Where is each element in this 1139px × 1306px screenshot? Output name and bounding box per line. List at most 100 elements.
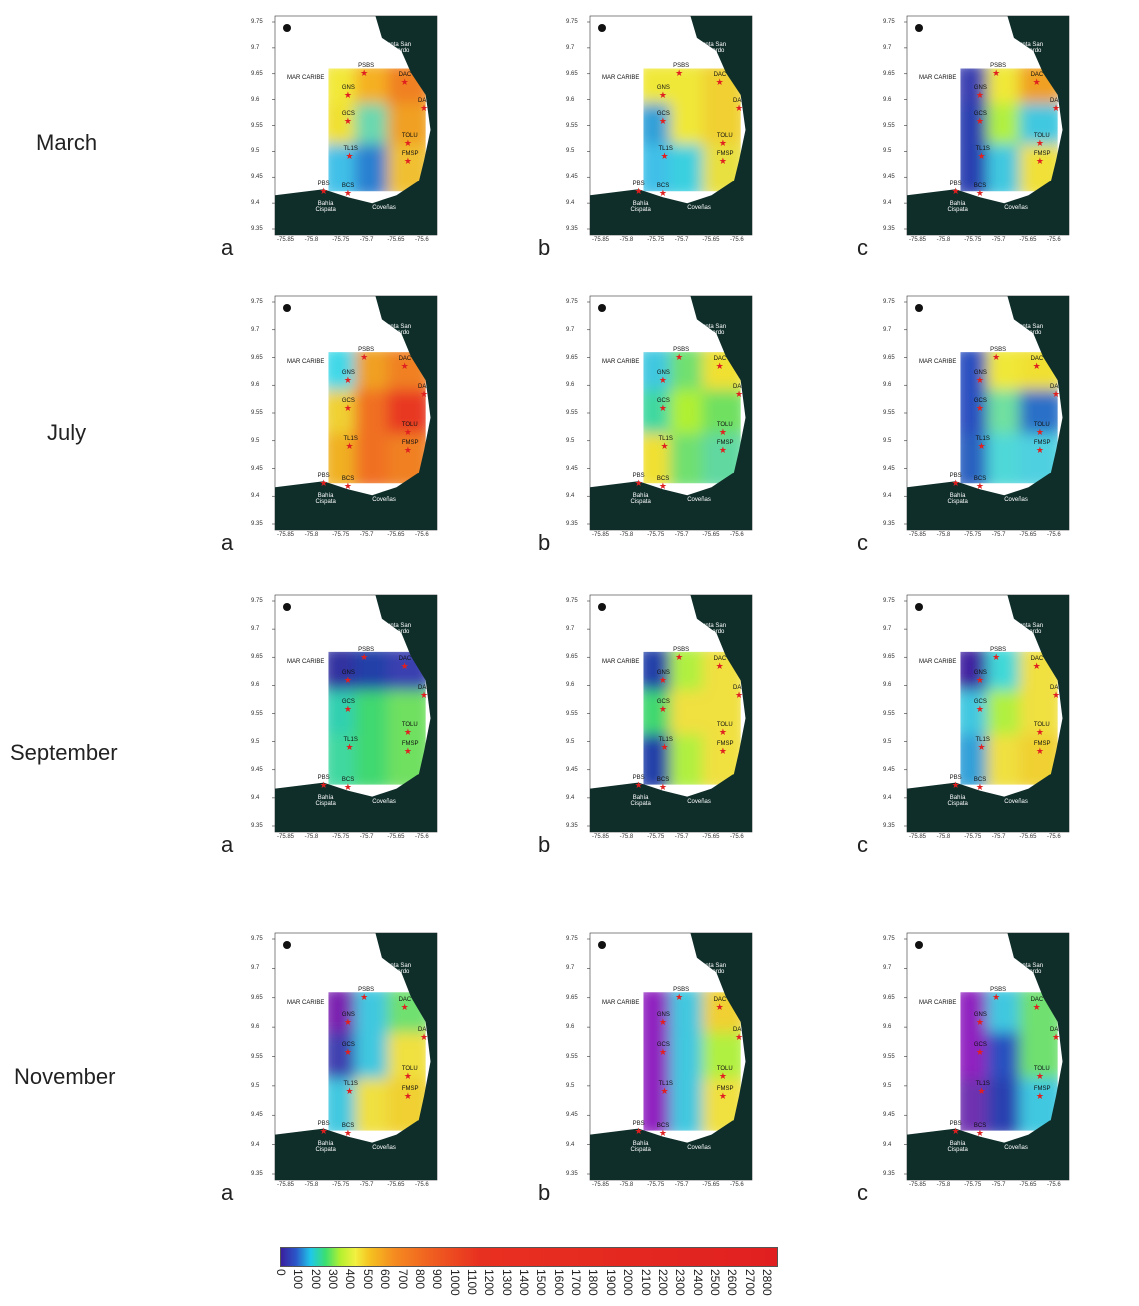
- station-marker: ★: [343, 1128, 352, 1139]
- station-label: TL1S: [658, 736, 673, 743]
- y-tick-label: 9.55: [883, 710, 895, 717]
- station-label: GNS: [341, 1011, 355, 1018]
- station-marker: ★: [977, 151, 986, 162]
- station-label: DAC: [713, 997, 727, 1004]
- station-marker: ★: [1035, 138, 1044, 149]
- town-label: Coveñas: [1004, 497, 1028, 504]
- map-panel: 9.75 9.7 9.65 9.6 9.55 9.5 9.45 9.4 9.35 -75.85 -7…: [877, 925, 1077, 1190]
- sea-label: MAR CARIBE: [919, 999, 957, 1006]
- y-tick-label: 9.6: [566, 382, 575, 389]
- station-label: PSBS: [990, 62, 1007, 69]
- station-marker: ★: [400, 76, 409, 87]
- station-label: BCS: [656, 776, 670, 783]
- bay-label: Bahía Cispata: [315, 794, 336, 807]
- x-tick-label: -75.8: [936, 834, 951, 840]
- station-label: GNS: [973, 370, 987, 377]
- town-label: Coveñas: [687, 205, 711, 212]
- y-tick-label: 9.35: [251, 823, 263, 829]
- colorbar-gradient: [280, 1247, 778, 1267]
- station-marker: ★: [1032, 661, 1041, 672]
- station-marker: ★: [658, 403, 667, 414]
- station-label: FMSP: [1033, 741, 1051, 748]
- eastern-coastline: [375, 595, 437, 785]
- station-label: GCS: [656, 698, 670, 705]
- station-label: BCS: [973, 183, 987, 190]
- y-tick-label: 9.45: [251, 766, 263, 773]
- contour-field: [960, 651, 1058, 785]
- y-tick-label: 9.4: [883, 1141, 892, 1148]
- x-tick-label: -75.7: [674, 834, 689, 840]
- y-tick-label: 9.65: [566, 654, 578, 661]
- y-tick-label: 9.4: [251, 1141, 260, 1148]
- x-tick-label: -75.75: [964, 834, 982, 840]
- map-panel: 9.75 9.7 9.65 9.6 9.55 9.5 9.45 9.4 9.35 -75.85 -7…: [877, 8, 1077, 245]
- station-marker: ★: [360, 351, 369, 362]
- station-label: DAC: [398, 997, 412, 1004]
- station-label: GNS: [973, 670, 987, 677]
- x-tick-label: -75.65: [1019, 1182, 1037, 1188]
- southern-coastline: [590, 467, 752, 530]
- station-label: PSBS: [990, 987, 1007, 994]
- x-tick-label: -75.75: [332, 532, 350, 538]
- y-tick-label: 9.6: [566, 682, 575, 689]
- southern-coastline: [907, 467, 1069, 530]
- colorbar-tick-label: 2500: [707, 1269, 722, 1296]
- x-tick-label: -75.7: [359, 834, 374, 840]
- y-tick-label: 9.4: [251, 794, 260, 801]
- station-label: TL1S: [658, 435, 673, 442]
- y-tick-label: 9.7: [566, 626, 575, 633]
- station-marker: ★: [718, 138, 727, 149]
- y-tick-label: 9.75: [883, 598, 895, 604]
- x-tick-label: -75.8: [619, 1182, 634, 1188]
- y-tick-label: 9.35: [566, 823, 578, 829]
- y-tick-label: 9.6: [251, 382, 260, 389]
- station-marker: ★: [360, 992, 369, 1003]
- colorbar-tick-label: 1700: [569, 1269, 584, 1296]
- map-panel: 9.75 9.7 9.65 9.6 9.55 9.5 9.45 9.4 9.35 -75.85 -7…: [560, 8, 760, 245]
- southern-coastline: [590, 768, 752, 832]
- station-label: TOLU: [401, 421, 418, 428]
- station-marker: ★: [715, 361, 724, 372]
- station-marker: ★: [343, 703, 352, 714]
- station-label: PBS: [317, 181, 330, 188]
- station-label: DAC: [398, 356, 412, 363]
- x-tick-label: -75.6: [415, 834, 429, 840]
- station-marker: ★: [1035, 155, 1044, 166]
- panel-letter: a: [221, 1180, 234, 1205]
- y-tick-label: 9.45: [251, 465, 263, 472]
- eastern-coastline: [375, 16, 437, 192]
- station-marker: ★: [718, 1091, 727, 1102]
- station-marker: ★: [660, 741, 669, 752]
- station-label: DA: [733, 97, 742, 104]
- southern-coastline: [590, 175, 752, 235]
- station-marker: ★: [951, 478, 960, 489]
- station-marker: ★: [735, 389, 744, 400]
- station-label: PSBS: [358, 62, 375, 69]
- x-tick-label: -75.85: [592, 237, 610, 243]
- north-arrow-icon: [598, 304, 606, 312]
- month-label: November: [14, 1064, 116, 1089]
- station-marker: ★: [675, 651, 684, 662]
- cape-label: Punta San Bernardo: [383, 623, 412, 636]
- eastern-coastline: [375, 933, 437, 1131]
- station-marker: ★: [1052, 689, 1061, 700]
- x-tick-label: -75.65: [387, 834, 405, 840]
- station-marker: ★: [1035, 746, 1044, 757]
- station-label: GNS: [341, 370, 355, 377]
- eastern-coastline: [690, 595, 752, 785]
- y-tick-label: 9.5: [883, 1082, 892, 1089]
- station-label: PSBS: [990, 646, 1007, 653]
- salinity-map: [587, 932, 753, 1181]
- y-tick-label: 9.65: [566, 994, 578, 1001]
- y-tick-label: 9.55: [566, 122, 578, 129]
- station-marker: ★: [343, 480, 352, 491]
- station-label: PBS: [632, 181, 645, 188]
- colorbar-tick-label: 2600: [725, 1269, 740, 1296]
- x-tick-label: -75.75: [964, 1182, 982, 1188]
- x-tick-label: -75.75: [332, 237, 350, 243]
- salinity-map: [272, 594, 438, 833]
- x-tick-label: -75.85: [909, 834, 927, 840]
- sea-label: MAR CARIBE: [287, 658, 325, 665]
- y-tick-label: 9.4: [566, 1141, 575, 1148]
- x-tick-label: -75.75: [332, 1182, 350, 1188]
